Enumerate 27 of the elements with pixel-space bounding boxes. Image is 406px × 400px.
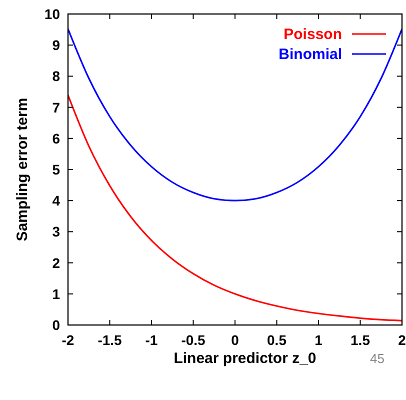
x-tick-label: -1.5 [98,332,122,348]
y-tick-label: 0 [52,317,60,333]
y-tick-label: 6 [52,130,60,146]
x-tick-label: 2 [398,332,406,348]
x-tick-label: 1.5 [350,332,370,348]
y-tick-label: 3 [52,224,60,240]
y-tick-label: 5 [52,162,60,178]
text: 45 [370,351,384,366]
x-tick-label: 0.5 [267,332,287,348]
x-tick-label: -0.5 [181,332,206,348]
line-series [68,28,402,202]
y-tick-label: 9 [52,37,60,54]
x-tick-label: -1 [145,332,158,348]
y-tick-label: 4 [52,192,60,209]
x-tick-label: 0 [231,332,240,348]
y-axis-title: Sampling error term [14,98,31,242]
x-tick-label: -2 [62,332,74,348]
y-tick-label: 1 [52,286,60,302]
y-tick-label: 10 [44,6,60,22]
legend-label: Binomial [278,46,342,63]
y-tick-label: 7 [52,99,60,116]
y-tick-label: 2 [52,254,60,271]
y-tick-label: 8 [52,68,60,84]
legend-label: Poisson [284,26,342,43]
x-tick-label: 1 [314,332,323,348]
line-series [68,94,402,322]
x-axis-title: Linear predictor z_0 [174,350,316,367]
